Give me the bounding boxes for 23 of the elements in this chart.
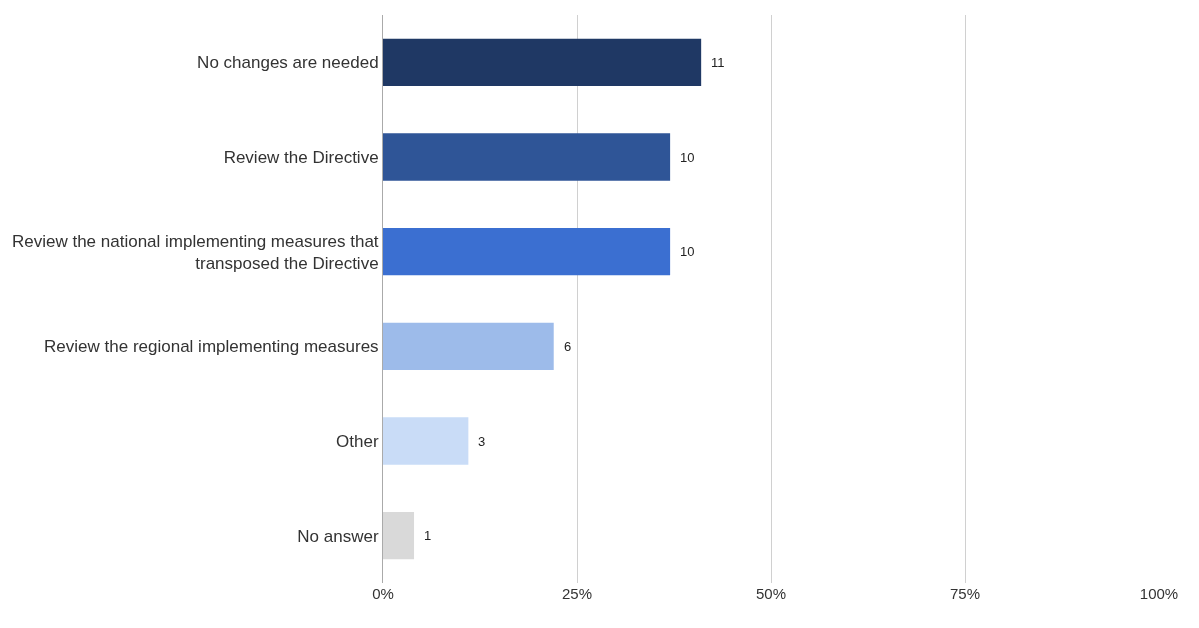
x-tick-label: 50% xyxy=(755,585,787,602)
y-tick-label: Review the national implementing measures that transposed the Directive xyxy=(11,231,379,273)
annotation: 1 xyxy=(424,528,432,543)
annotation: 11 xyxy=(711,55,725,70)
bar xyxy=(383,512,415,560)
y-tick-label: Review the regional implementing measures xyxy=(44,337,379,357)
annotation: 3 xyxy=(478,434,486,449)
annotation: 10 xyxy=(680,150,695,165)
bar xyxy=(383,322,554,370)
annotation: 6 xyxy=(564,339,572,354)
x-tick-label: 25% xyxy=(561,585,593,602)
x-tick-label: 0% xyxy=(372,585,394,602)
y-tick-label: Other xyxy=(336,431,379,451)
x-tick-label: 100% xyxy=(1139,585,1179,602)
annotation: 10 xyxy=(680,244,695,259)
y-tick-label: Review the Directive xyxy=(223,147,379,167)
x-tick-label: 75% xyxy=(949,585,981,602)
y-tick-label: No answer xyxy=(297,526,379,546)
y-tick-label: No changes are needed xyxy=(197,53,379,73)
bar xyxy=(383,133,671,181)
bar xyxy=(383,228,671,276)
bar xyxy=(383,38,702,86)
bar xyxy=(383,417,469,465)
